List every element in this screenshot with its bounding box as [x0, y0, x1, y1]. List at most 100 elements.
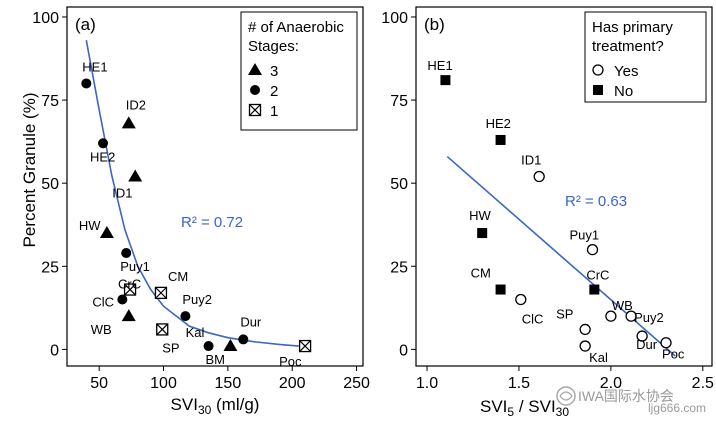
point-puy2-marker — [180, 311, 191, 322]
point-label-hw: HW — [469, 208, 491, 223]
point-label-poc: Poc — [662, 347, 685, 362]
point-label-sp: SP — [556, 306, 573, 321]
point-label-he1: HE1 — [427, 58, 452, 73]
y-tick-label: 0 — [50, 342, 59, 359]
point-sp-marker — [579, 323, 591, 336]
legend-no-square-icon — [593, 85, 603, 95]
y-tick-label: 25 — [41, 259, 59, 276]
panel-b-legend-title-line1: Has primary — [592, 19, 673, 36]
point-hw-marker — [99, 226, 114, 239]
watermark-logo-icon — [556, 386, 576, 406]
y-tick-label: 100 — [32, 10, 59, 27]
point-label-clc: ClC — [92, 295, 114, 310]
point-sp-marker — [156, 323, 169, 336]
point-label-bm: BM — [205, 352, 225, 367]
point-dur-marker — [238, 334, 249, 345]
panel-a-legend: # of Anaerobic Stages: 3 2 1 — [240, 11, 358, 131]
panel-b-tag: (b) — [424, 15, 445, 34]
point-cm-marker — [495, 284, 506, 295]
x-tick-label: 200 — [279, 375, 306, 392]
x-tick-label: 1.0 — [416, 375, 438, 392]
legend-label-3: 3 — [270, 63, 278, 80]
point-crc-marker — [123, 283, 137, 296]
x-tick-label: 2.0 — [600, 375, 622, 392]
point-label-hw: HW — [79, 218, 101, 233]
point-label-wb: WB — [612, 298, 633, 313]
point-label-dur: Dur — [636, 337, 658, 352]
point-wb-marker — [605, 310, 617, 322]
watermark: IWA国际水协会 ljg666.com — [556, 386, 706, 415]
panel-b-x-axis-title: SVI5 / SVI30 — [480, 397, 569, 419]
x-tick-label: 250 — [343, 375, 370, 392]
point-label-puy1: Puy1 — [569, 228, 599, 243]
panel-b: (b) 1.0 1.5 2.0 2.5 0 25 50 75 100 HE1 HE2 ID1 HW Pu… — [381, 6, 714, 419]
y-tick-label: 50 — [41, 176, 59, 193]
point-label-he1: HE1 — [82, 59, 107, 74]
point-he2-marker — [98, 138, 109, 149]
panel-a-legend-title-line2: Stages: — [248, 38, 299, 55]
legend-yes-open-circle-icon — [592, 64, 604, 76]
panel-b-ticks: 1.0 1.5 2.0 2.5 0 25 50 75 100 — [381, 10, 714, 392]
legend-label-no: No — [614, 83, 633, 100]
legend-1-boxcross-icon — [248, 103, 262, 117]
panel-b-legend: Has primary treatment? Yes No — [584, 11, 707, 103]
point-cm-marker — [154, 286, 168, 300]
point-puy1-marker — [121, 247, 132, 258]
panel-a-tag: (a) — [75, 15, 96, 34]
x-tick-label: 1.5 — [508, 375, 530, 392]
x-tick-label: 2.5 — [692, 375, 714, 392]
panel-a-r2: R² = 0.72 — [181, 214, 243, 231]
point-kal-marker — [203, 341, 214, 352]
watermark-org: IWA国际水协会 — [578, 388, 674, 404]
point-label-kal: Kal — [589, 350, 608, 365]
point-crc-marker — [589, 284, 600, 295]
legend-label-yes: Yes — [614, 63, 638, 80]
point-id2-marker — [121, 116, 136, 129]
point-he2-marker — [495, 134, 506, 145]
x-tick-label: 150 — [215, 375, 242, 392]
point-id1-marker — [128, 169, 143, 182]
point-label-puy2: Puy2 — [634, 310, 664, 325]
y-tick-label: 100 — [381, 10, 408, 27]
point-label-id1: ID1 — [521, 153, 541, 168]
point-label-dur: Dur — [240, 314, 262, 329]
point-he1-marker — [81, 78, 92, 89]
point-dur-marker — [636, 330, 648, 342]
point-label-wb: WB — [91, 322, 112, 337]
point-label-poc: Poc — [279, 354, 302, 369]
watermark-site: ljg666.com — [648, 401, 706, 415]
point-clc-marker — [117, 294, 128, 305]
panel-a-frame — [66, 6, 364, 367]
point-puy2-marker — [625, 310, 637, 322]
point-kal-marker — [579, 340, 591, 352]
legend-3-triangle-icon — [248, 63, 262, 75]
y-tick-label: 25 — [390, 259, 408, 276]
point-label-sp: SP — [162, 340, 179, 355]
panel-b-legend-items: Yes No — [592, 63, 638, 100]
point-wb-marker — [121, 309, 136, 322]
panel-a-fit-curve — [85, 40, 299, 347]
x-tick-label: 100 — [150, 375, 177, 392]
point-label-he2: HE2 — [486, 116, 511, 131]
panel-a: (a) 50 100 150 200 250 0 25 50 75 100 HE1 HE2 ID2 ID… — [32, 6, 370, 417]
y-tick-label: 0 — [399, 342, 408, 359]
point-poc-marker — [660, 337, 672, 349]
panel-b-frame — [415, 6, 713, 367]
panel-a-legend-title-line1: # of Anaerobic — [248, 19, 344, 36]
y-tick-label: 75 — [41, 93, 59, 110]
y-tick-label: 50 — [390, 176, 408, 193]
point-label-puy1: Puy1 — [120, 259, 150, 274]
point-label-he2: HE2 — [90, 149, 115, 164]
panel-a-points: HE1 HE2 ID2 ID1 HW Puy1 CrC CM ClC Puy2 WB SP Kal Dur… — [79, 59, 312, 369]
point-label-cm: CM — [168, 269, 188, 284]
y-axis-title: Percent Granule (%) — [20, 93, 39, 248]
legend-label-2: 2 — [270, 83, 278, 100]
point-poc-marker — [298, 339, 312, 353]
point-label-id2: ID2 — [126, 97, 146, 112]
legend-label-1: 1 — [270, 103, 278, 120]
panel-a-x-axis-title: SVI30 (ml/g) — [171, 395, 260, 417]
legend-2-circle-icon — [250, 85, 260, 95]
panel-b-fit-line — [446, 155, 676, 357]
